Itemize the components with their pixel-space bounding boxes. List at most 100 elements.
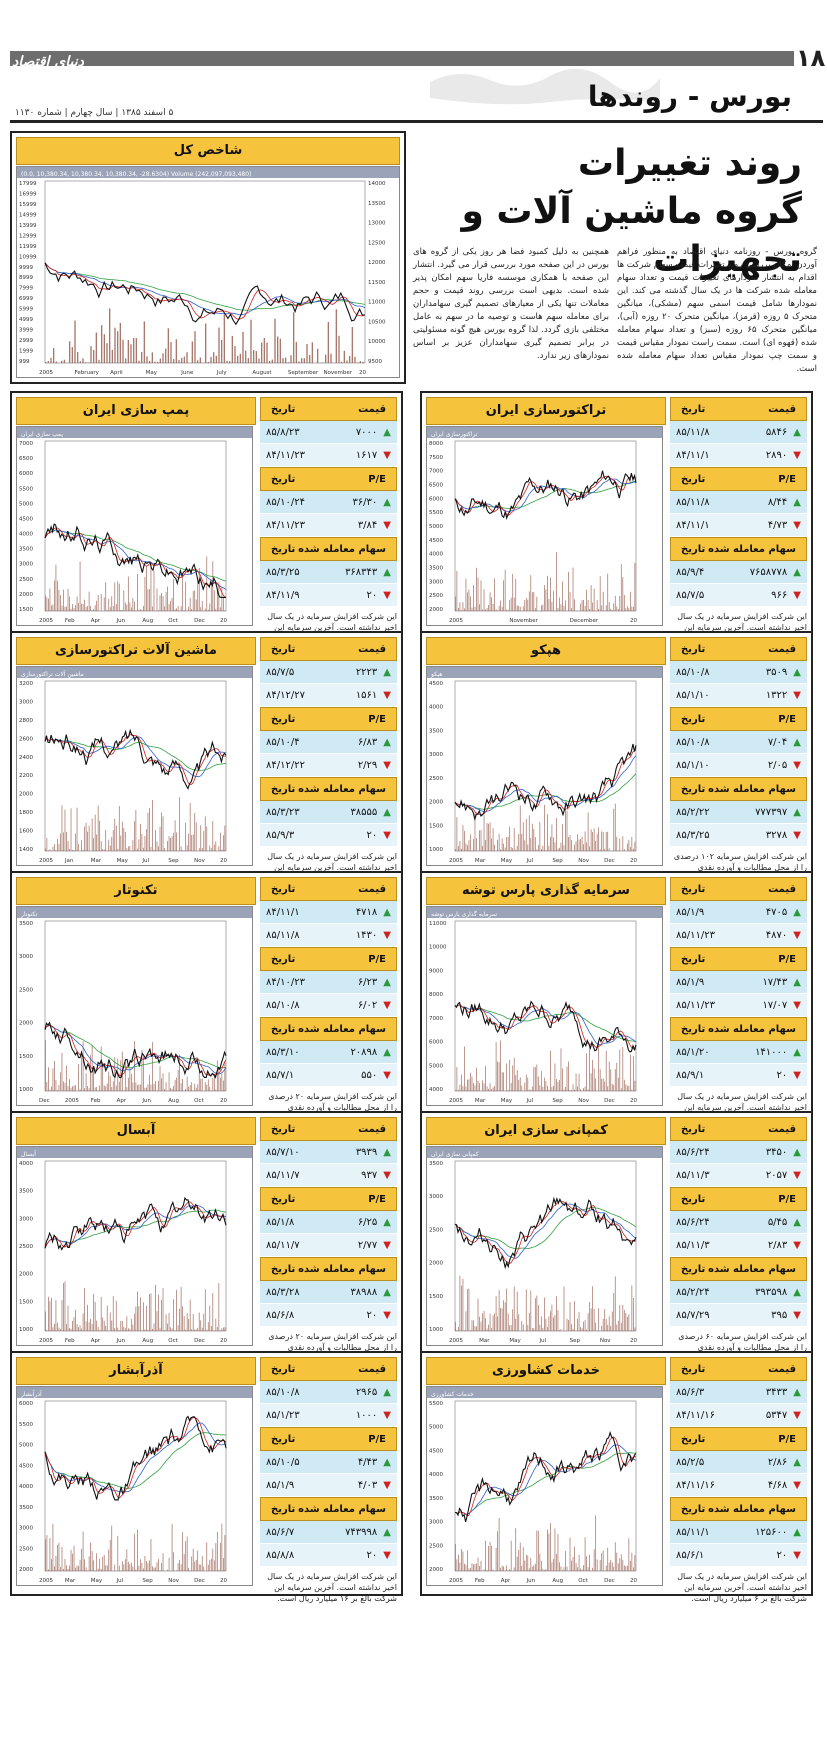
volume-bar bbox=[473, 1320, 474, 1331]
stats-value: ۳/۸۴ bbox=[357, 519, 378, 531]
volume-bar bbox=[231, 335, 233, 363]
volume-bar bbox=[81, 1050, 82, 1091]
volume-bar bbox=[632, 1297, 634, 1331]
volume-bar bbox=[548, 599, 550, 611]
volume-bar bbox=[64, 809, 66, 851]
volume-bar bbox=[486, 1328, 488, 1331]
volume-bar bbox=[562, 1068, 563, 1091]
volume-bar bbox=[539, 1553, 541, 1571]
volume-bar bbox=[75, 1085, 76, 1091]
volume-bar bbox=[471, 607, 473, 611]
stats-value: ۳۹۳۵۹۸ bbox=[755, 1286, 788, 1298]
volume-bar bbox=[589, 1046, 590, 1091]
stats-date-label: تاریخ bbox=[271, 714, 296, 725]
stats-date: ۸۵/۶/۳ bbox=[676, 1386, 705, 1398]
volume-bar bbox=[135, 338, 137, 363]
stats-value: ۲۰ bbox=[366, 589, 378, 601]
stats-date: ۸۵/۶/۸ bbox=[266, 1309, 295, 1321]
volume-bar bbox=[118, 806, 120, 851]
stats-row: ۸۴/۱۱/۲۳ ۳/۸۴ ▼ bbox=[260, 514, 397, 537]
company-chart-frame: خدمات کشاورزی 5500 5000 4500 4000 3500 3000 250… bbox=[426, 1386, 663, 1586]
volume-bar bbox=[497, 1061, 498, 1091]
volume-bar bbox=[566, 810, 568, 851]
volume-bar bbox=[198, 1071, 200, 1091]
volume-bar bbox=[470, 1568, 471, 1571]
volume-bar bbox=[616, 1552, 618, 1571]
volume-bar bbox=[599, 576, 601, 611]
up-triangle-icon: ▲ bbox=[793, 1146, 801, 1158]
volume-bar bbox=[504, 569, 506, 611]
volume-bar bbox=[482, 845, 483, 851]
volume-bar bbox=[598, 1041, 600, 1091]
volume-bar bbox=[491, 597, 492, 611]
volume-bar bbox=[70, 1328, 72, 1331]
volume-bar bbox=[120, 1320, 122, 1331]
y-tick-label: 4000 bbox=[19, 1161, 33, 1167]
volume-bar bbox=[191, 1082, 193, 1091]
y-tick-label: 2400 bbox=[19, 755, 33, 761]
volume-bar bbox=[140, 823, 141, 851]
volume-bar bbox=[497, 1531, 498, 1571]
volume-bar bbox=[507, 836, 509, 851]
stats-value: ۳۲۷۸ bbox=[765, 829, 788, 841]
volume-bar bbox=[152, 1328, 153, 1331]
stats-date: ۸۴/۱۱/۱۶ bbox=[676, 1409, 715, 1421]
stats-date: ۸۵/۱۱/۸ bbox=[676, 426, 710, 438]
stats-group-label: P/E bbox=[368, 954, 386, 965]
volume-bar bbox=[129, 1067, 131, 1091]
volume-bar bbox=[542, 604, 544, 611]
stats-row: ۸۴/۱۱/۲۳ ۱۶۱۷ ▼ bbox=[260, 444, 397, 467]
volume-bar bbox=[127, 1328, 129, 1331]
volume-bar bbox=[135, 1306, 137, 1331]
volume-bar bbox=[516, 1291, 518, 1331]
down-triangle-icon: ▼ bbox=[793, 1309, 801, 1321]
volume-bar bbox=[550, 577, 551, 611]
stats-date: ۸۵/۱/۱۰ bbox=[676, 759, 710, 771]
stats-value: ۷۰۰۰ bbox=[355, 426, 378, 438]
volume-bar bbox=[455, 1321, 456, 1331]
volume-bar bbox=[625, 608, 627, 611]
volume-bar bbox=[71, 347, 73, 363]
volume-bar bbox=[455, 596, 456, 611]
x-tick-label: Aug bbox=[168, 1098, 179, 1104]
y-tick-label: 2000 bbox=[429, 800, 443, 806]
volume-bar bbox=[103, 597, 105, 611]
ma65-line bbox=[44, 1024, 227, 1069]
volume-bar bbox=[607, 831, 609, 851]
ma20-line bbox=[454, 1444, 637, 1515]
volume-bar bbox=[156, 1562, 158, 1571]
volume-bar bbox=[557, 1310, 559, 1331]
volume-bar bbox=[137, 1291, 138, 1331]
volume-bar bbox=[534, 1563, 536, 1571]
y-tick-label: 4000 bbox=[429, 1472, 443, 1478]
volume-bar bbox=[64, 1281, 66, 1331]
y-tick-label: 3000 bbox=[19, 699, 33, 705]
volume-bar bbox=[67, 588, 69, 611]
volume-bar bbox=[583, 844, 584, 851]
volume-bar bbox=[221, 1523, 223, 1571]
y-tick-label: 6000 bbox=[19, 471, 33, 477]
volume-bar bbox=[164, 1089, 165, 1091]
volume-bar bbox=[177, 850, 179, 851]
volume-bar bbox=[351, 326, 353, 363]
volume-bar bbox=[63, 359, 65, 363]
x-tick-label: July bbox=[216, 370, 228, 376]
volume-bar bbox=[188, 1318, 190, 1331]
volume-bar bbox=[524, 1560, 526, 1571]
up-triangle-icon: ▲ bbox=[793, 806, 801, 818]
capital-note: این شرکت افزایش سرمایه در یک سال اخیر ند… bbox=[677, 1572, 807, 1603]
volume-bar bbox=[477, 1557, 479, 1571]
volume-bar bbox=[611, 850, 613, 851]
volume-bar bbox=[605, 605, 607, 611]
volume-bar bbox=[66, 1565, 67, 1571]
volume-bar bbox=[516, 605, 518, 611]
stats-row: ۸۵/۱/۱۰ ۱۳۲۲ ▼ bbox=[670, 684, 807, 707]
volume-bar bbox=[604, 1570, 606, 1571]
company-name: آذرآبشار bbox=[16, 1357, 256, 1385]
y-tick-label: 3200 bbox=[19, 681, 33, 687]
volume-bar bbox=[498, 1518, 500, 1571]
volume-bar bbox=[522, 1324, 524, 1331]
up-triangle-icon: ▲ bbox=[383, 906, 391, 918]
volume-bar bbox=[623, 1565, 625, 1571]
